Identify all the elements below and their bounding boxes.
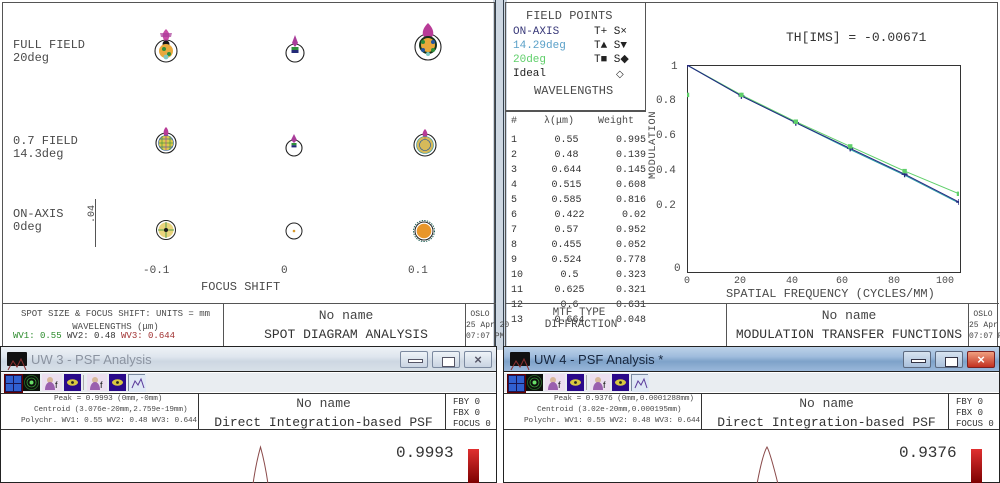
svg-text:f: f xyxy=(558,380,561,390)
svg-text:f: f xyxy=(603,380,606,390)
svg-text:f: f xyxy=(55,380,58,390)
svg-text:f: f xyxy=(100,380,103,390)
